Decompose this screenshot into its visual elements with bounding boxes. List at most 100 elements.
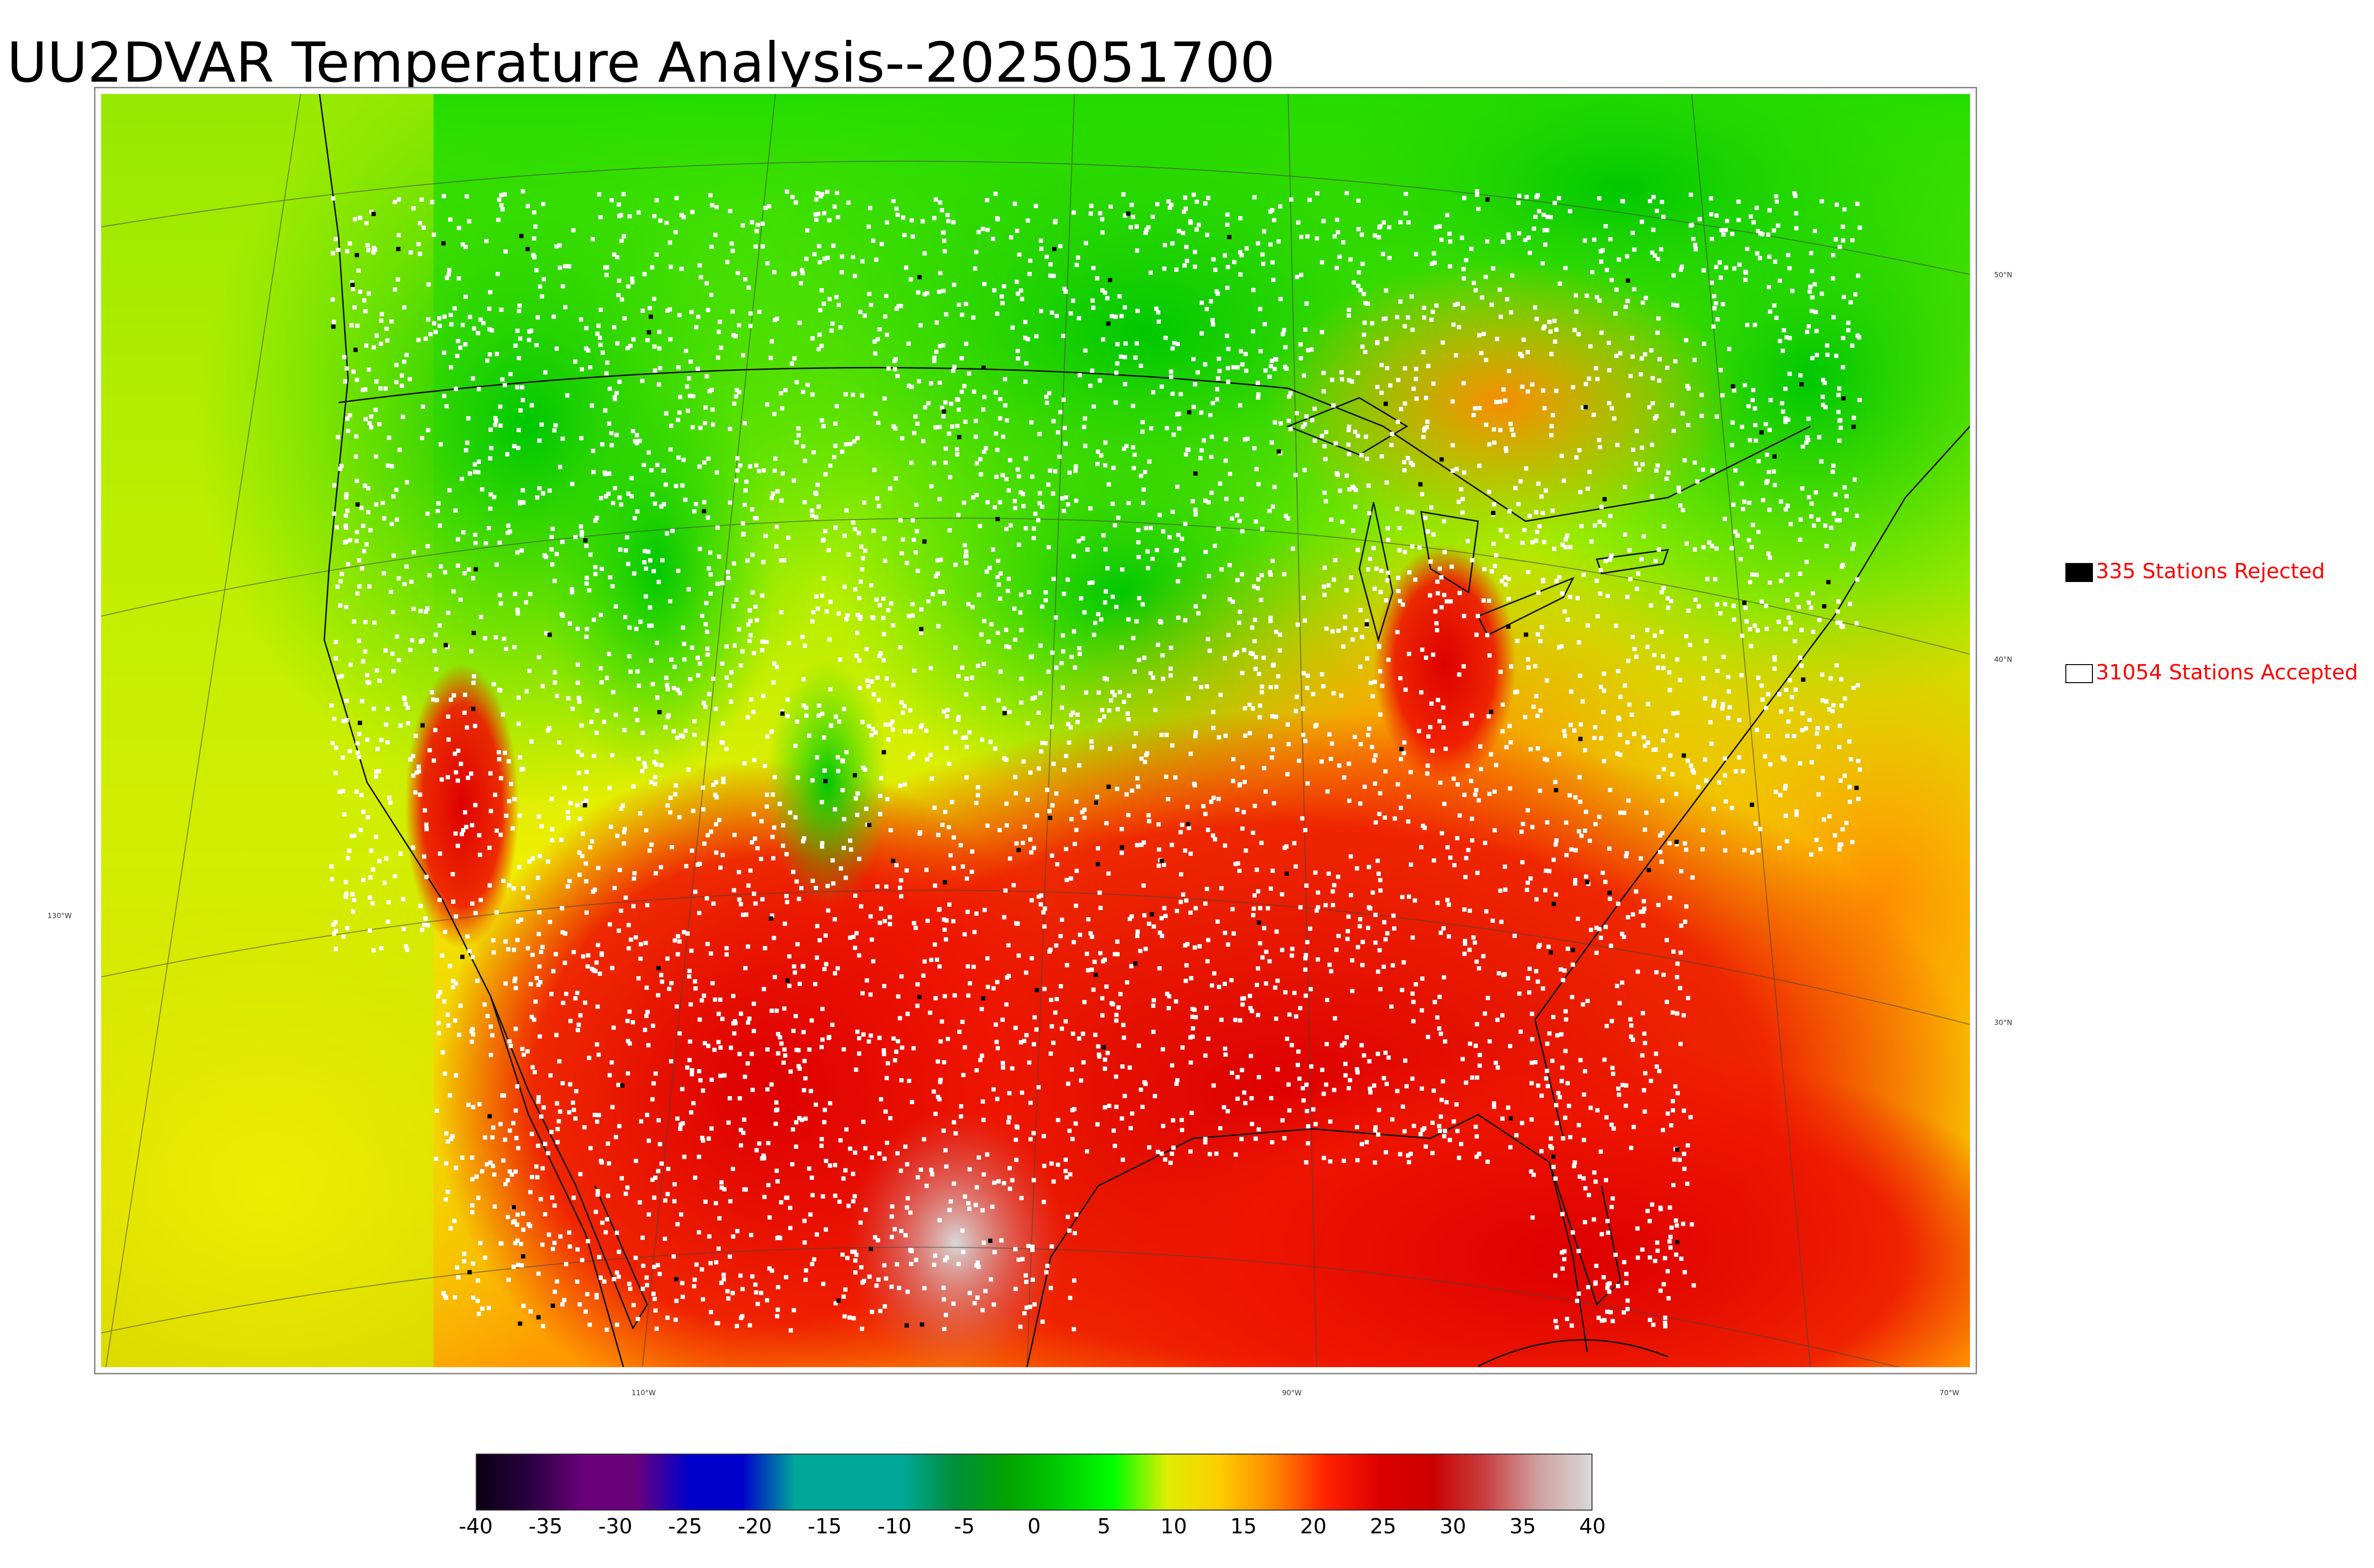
station-accepted	[579, 723, 584, 728]
station-accepted	[1104, 821, 1109, 826]
station-accepted	[1410, 544, 1415, 549]
station-accepted	[1170, 1063, 1175, 1068]
station-accepted	[579, 533, 584, 538]
station-accepted	[804, 256, 809, 261]
station-accepted	[1661, 1282, 1666, 1286]
station-accepted	[598, 613, 603, 617]
station-accepted	[444, 1161, 449, 1166]
station-accepted	[800, 634, 805, 639]
station-accepted	[1551, 857, 1556, 862]
station-accepted	[1027, 272, 1032, 276]
station-accepted	[547, 920, 552, 924]
station-accepted	[686, 408, 690, 413]
station-accepted	[856, 612, 860, 617]
station-accepted	[1077, 763, 1082, 768]
station-accepted	[1594, 1264, 1599, 1268]
station-accepted	[762, 1156, 766, 1161]
station-accepted	[584, 798, 589, 803]
station-accepted	[1348, 854, 1353, 859]
station-accepted	[1543, 757, 1547, 761]
station-accepted	[652, 760, 657, 764]
temperature-map[interactable]	[101, 94, 1970, 1367]
station-accepted	[1543, 888, 1547, 892]
station-accepted	[1378, 878, 1383, 883]
station-accepted	[1192, 1007, 1197, 1012]
station-accepted	[1678, 503, 1683, 508]
station-accepted	[1731, 603, 1736, 608]
station-accepted	[924, 1183, 929, 1188]
station-accepted	[503, 1182, 508, 1186]
station-accepted	[1011, 883, 1016, 888]
station-accepted	[1756, 530, 1761, 535]
station-accepted	[1356, 227, 1361, 232]
station-accepted	[963, 301, 968, 306]
station-accepted	[1258, 307, 1262, 311]
station-accepted	[882, 1263, 886, 1268]
station-accepted	[1132, 452, 1137, 457]
station-accepted	[968, 1291, 972, 1296]
station-accepted	[575, 662, 580, 667]
station-accepted	[980, 226, 985, 231]
station-accepted	[1643, 296, 1648, 300]
station-accepted	[1617, 717, 1621, 722]
station-accepted	[411, 845, 415, 850]
station-accepted	[1656, 316, 1661, 321]
station-accepted	[801, 703, 806, 708]
station-accepted	[858, 614, 863, 619]
station-accepted	[820, 1137, 824, 1142]
station-accepted	[692, 719, 697, 723]
station-accepted	[1818, 847, 1823, 852]
station-accepted	[876, 421, 881, 425]
station-accepted	[697, 661, 702, 666]
station-accepted	[873, 1235, 877, 1239]
station-accepted	[1391, 913, 1396, 918]
station-accepted	[1038, 902, 1043, 907]
station-accepted	[1123, 341, 1128, 346]
station-accepted	[487, 845, 492, 850]
station-accepted	[402, 695, 406, 700]
station-accepted	[1599, 249, 1603, 254]
station-accepted	[1623, 532, 1628, 537]
station-accepted	[761, 1154, 766, 1158]
station-accepted	[837, 611, 841, 616]
station-accepted	[1475, 189, 1479, 194]
station-accepted	[1848, 757, 1853, 761]
station-accepted	[1798, 373, 1803, 378]
station-accepted	[1090, 368, 1094, 373]
station-accepted	[339, 464, 344, 468]
station-accepted	[774, 525, 779, 529]
station-accepted	[1042, 924, 1047, 929]
station-accepted	[942, 1060, 946, 1065]
station-accepted	[453, 1165, 458, 1170]
station-accepted	[1203, 1136, 1208, 1141]
station-accepted	[844, 508, 849, 513]
station-accepted	[829, 328, 834, 333]
station-accepted	[1395, 630, 1400, 634]
station-accepted	[1758, 256, 1762, 261]
station-accepted	[1002, 706, 1007, 711]
station-accepted	[942, 928, 947, 932]
station-accepted	[964, 676, 969, 681]
station-accepted	[1730, 232, 1734, 236]
station-accepted	[746, 883, 751, 888]
station-accepted	[1385, 1081, 1389, 1086]
station-accepted	[735, 1324, 739, 1328]
station-accepted	[994, 474, 999, 479]
station-accepted	[1406, 509, 1411, 514]
station-accepted	[830, 1023, 835, 1027]
station-accepted	[1599, 259, 1603, 264]
station-accepted	[525, 1049, 530, 1054]
station-accepted	[889, 601, 894, 606]
station-accepted	[1783, 416, 1788, 421]
station-accepted	[1571, 385, 1575, 390]
station-accepted	[1424, 655, 1428, 660]
station-accepted	[358, 216, 362, 220]
station-accepted	[1530, 382, 1535, 387]
station-accepted	[344, 698, 349, 703]
station-accepted	[1363, 301, 1368, 306]
station-accepted	[1162, 906, 1167, 911]
station-accepted	[705, 942, 710, 946]
station-accepted	[1836, 410, 1841, 414]
station-accepted	[422, 854, 426, 859]
station-accepted	[541, 202, 546, 207]
